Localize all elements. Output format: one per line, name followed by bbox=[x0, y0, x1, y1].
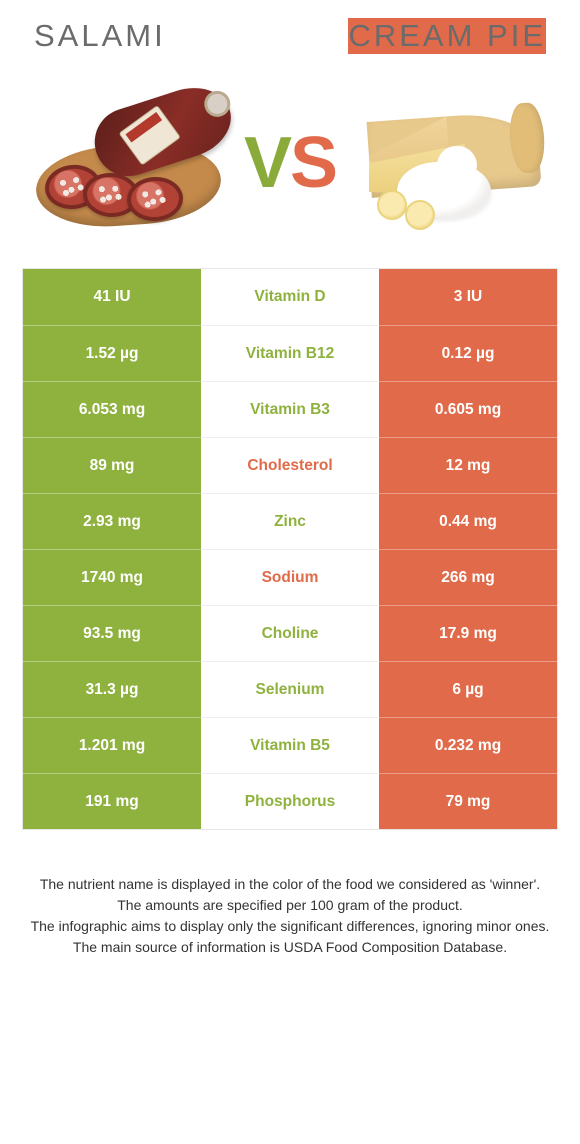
left-food-title: Salami bbox=[34, 18, 166, 54]
right-value-cell: 3 IU bbox=[379, 269, 557, 325]
banana-slice-icon bbox=[405, 200, 435, 230]
footnotes: The nutrient name is displayed in the co… bbox=[30, 874, 550, 958]
nutrient-comparison-table: 41 IUVitamin D3 IU1.52 µgVitamin B120.12… bbox=[22, 268, 558, 830]
left-value-cell: 1740 mg bbox=[23, 549, 201, 605]
left-value-cell: 1.52 µg bbox=[23, 325, 201, 381]
footnote-line: The nutrient name is displayed in the co… bbox=[30, 874, 550, 895]
nutrient-name-cell: Vitamin B12 bbox=[201, 325, 379, 381]
hero-row: VS bbox=[0, 98, 580, 228]
cream-pie-illustration bbox=[344, 98, 549, 228]
left-value-cell: 31.3 µg bbox=[23, 661, 201, 717]
right-food-title: Cream Pie bbox=[348, 18, 546, 54]
right-value-cell: 12 mg bbox=[379, 437, 557, 493]
right-value-cell: 0.12 µg bbox=[379, 325, 557, 381]
table-row: 93.5 mgCholine17.9 mg bbox=[23, 605, 557, 661]
nutrient-name-cell: Vitamin D bbox=[201, 269, 379, 325]
nutrient-name-cell: Vitamin B5 bbox=[201, 717, 379, 773]
table-row: 6.053 mgVitamin B30.605 mg bbox=[23, 381, 557, 437]
vs-badge: VS bbox=[244, 127, 336, 199]
nutrient-name-cell: Vitamin B3 bbox=[201, 381, 379, 437]
right-value-cell: 0.605 mg bbox=[379, 381, 557, 437]
table-row: 89 mgCholesterol12 mg bbox=[23, 437, 557, 493]
left-value-cell: 191 mg bbox=[23, 773, 201, 829]
footnote-line: The main source of information is USDA F… bbox=[30, 937, 550, 958]
nutrient-name-cell: Sodium bbox=[201, 549, 379, 605]
right-value-cell: 0.44 mg bbox=[379, 493, 557, 549]
left-value-cell: 41 IU bbox=[23, 269, 201, 325]
right-value-cell: 17.9 mg bbox=[379, 605, 557, 661]
nutrient-name-cell: Selenium bbox=[201, 661, 379, 717]
nutrient-name-cell: Phosphorus bbox=[201, 773, 379, 829]
table-row: 191 mgPhosphorus79 mg bbox=[23, 773, 557, 829]
salami-illustration bbox=[31, 98, 236, 228]
salami-tip-icon bbox=[201, 88, 234, 121]
left-value-cell: 2.93 mg bbox=[23, 493, 201, 549]
left-value-cell: 1.201 mg bbox=[23, 717, 201, 773]
right-value-cell: 266 mg bbox=[379, 549, 557, 605]
table-row: 2.93 mgZinc0.44 mg bbox=[23, 493, 557, 549]
titles-row: Salami Cream Pie bbox=[0, 18, 580, 54]
table-row: 1740 mgSodium266 mg bbox=[23, 549, 557, 605]
table-row: 1.201 mgVitamin B50.232 mg bbox=[23, 717, 557, 773]
left-value-cell: 6.053 mg bbox=[23, 381, 201, 437]
banana-slice-icon bbox=[377, 190, 407, 220]
nutrient-name-cell: Choline bbox=[201, 605, 379, 661]
right-value-cell: 79 mg bbox=[379, 773, 557, 829]
nutrient-name-cell: Cholesterol bbox=[201, 437, 379, 493]
right-value-cell: 0.232 mg bbox=[379, 717, 557, 773]
table-row: 41 IUVitamin D3 IU bbox=[23, 269, 557, 325]
vs-v: V bbox=[244, 127, 290, 199]
vs-s: S bbox=[290, 127, 336, 199]
table-row: 1.52 µgVitamin B120.12 µg bbox=[23, 325, 557, 381]
nutrient-name-cell: Zinc bbox=[201, 493, 379, 549]
infographic: Salami Cream Pie VS bbox=[0, 0, 580, 958]
right-value-cell: 6 µg bbox=[379, 661, 557, 717]
footnote-line: The amounts are specified per 100 gram o… bbox=[30, 895, 550, 916]
footnote-line: The infographic aims to display only the… bbox=[30, 916, 550, 937]
left-value-cell: 89 mg bbox=[23, 437, 201, 493]
salami-label-icon bbox=[118, 105, 180, 166]
left-value-cell: 93.5 mg bbox=[23, 605, 201, 661]
table-row: 31.3 µgSelenium6 µg bbox=[23, 661, 557, 717]
